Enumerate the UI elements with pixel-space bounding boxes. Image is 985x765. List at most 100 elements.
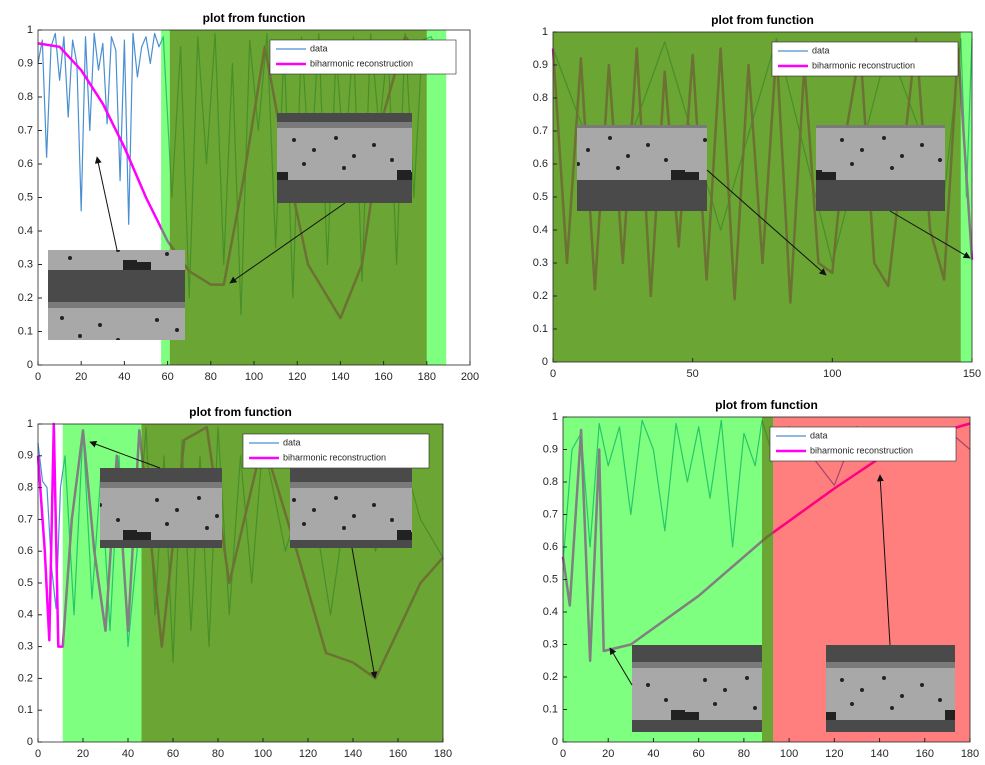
y-tick-label: 0.8 [18,91,33,103]
y-tick-label: 0.1 [533,323,548,335]
thumbnail [100,468,222,548]
x-tick-label: 20 [75,371,87,383]
x-tick-label: 180 [434,748,452,760]
chart-title: plot from function [711,13,814,27]
y-tick-label: 0.9 [533,59,548,71]
y-tick-label: 0.6 [543,541,558,553]
y-tick-label: 0.8 [533,92,548,104]
y-tick-label: 0.1 [18,325,33,337]
y-tick-label: 0.6 [18,158,33,170]
legend-label: data [310,43,328,53]
x-tick-label: 80 [738,748,750,760]
y-tick-label: 1 [27,418,33,430]
arrow [89,440,161,469]
x-tick-label: 80 [212,748,224,760]
arrow [351,547,378,679]
y-tick-label: 0.6 [18,545,33,557]
legend-label: data [810,430,828,440]
y-tick-label: 0.8 [543,476,558,488]
thumbnail [632,645,762,732]
y-tick-label: 0.1 [543,703,558,715]
x-tick-label: 60 [693,748,705,760]
x-tick-label: 60 [161,371,173,383]
arrow [706,169,827,276]
y-tick-label: 0 [552,736,558,748]
y-tick-label: 0.4 [18,609,33,621]
x-tick-label: 120 [825,748,843,760]
x-tick-label: 140 [331,371,349,383]
legend-label: biharmonic reconstruction [810,445,913,455]
y-tick-label: 0.5 [18,577,33,589]
region [161,30,170,365]
chart-title: plot from function [715,398,818,412]
legend-label: biharmonic reconstruction [310,58,413,68]
x-tick-label: 40 [647,748,659,760]
y-tick-label: 0 [27,359,33,371]
x-tick-label: 100 [823,368,841,380]
x-tick-label: 60 [167,748,179,760]
x-tick-label: 0 [560,748,566,760]
x-tick-label: 100 [780,748,798,760]
y-tick-label: 0.5 [543,573,558,585]
y-tick-label: 1 [27,24,33,36]
y-tick-label: 0.2 [18,672,33,684]
x-tick-label: 0 [35,748,41,760]
arrows [89,156,971,686]
arrow [876,474,891,646]
legend-box [771,41,959,77]
legend-label: data [812,45,830,55]
x-tick-label: 180 [418,371,436,383]
x-tick-label: 140 [870,748,888,760]
thumbnail [290,468,412,548]
x-tick-label: 80 [205,371,217,383]
legend-label: data [283,437,301,447]
y-tick-label: 0.3 [533,257,548,269]
region [761,417,774,742]
y-tick-label: 0.7 [543,508,558,520]
y-tick-label: 0.4 [18,225,33,237]
x-tick-label: 120 [299,748,317,760]
x-tick-label: 180 [961,748,979,760]
y-tick-label: 0.3 [543,638,558,650]
y-tick-label: 0.7 [533,125,548,137]
x-tick-label: 120 [288,371,306,383]
x-tick-label: 140 [344,748,362,760]
x-tick-label: 160 [389,748,407,760]
legend-box [769,426,957,462]
x-tick-label: 0 [550,368,556,380]
y-tick-label: 0.7 [18,513,33,525]
thumbnail [277,113,412,203]
x-tick-label: 0 [35,371,41,383]
x-tick-label: 40 [118,371,130,383]
y-tick-label: 0.3 [18,258,33,270]
y-tick-label: 0.4 [533,224,548,236]
legend-box [242,433,430,469]
y-tick-label: 0.2 [18,292,33,304]
legend-label: biharmonic reconstruction [283,452,386,462]
y-tick-label: 0.5 [533,191,548,203]
y-tick-label: 0.4 [543,606,558,618]
region [960,32,972,362]
arrow [229,202,346,284]
x-tick-label: 100 [245,371,263,383]
arrow [609,647,633,686]
y-tick-label: 0.9 [18,450,33,462]
y-tick-label: 0 [542,356,548,368]
y-tick-label: 0.1 [18,704,33,716]
legend-label: biharmonic reconstruction [812,60,915,70]
y-tick-label: 0.6 [533,158,548,170]
y-tick-label: 0.7 [18,124,33,136]
chart-title: plot from function [189,405,292,419]
y-tick-label: 0.2 [543,671,558,683]
arrow [889,210,971,259]
thumbnail [48,250,185,340]
x-tick-label: 160 [916,748,934,760]
x-tick-label: 200 [461,371,479,383]
y-tick-label: 0.5 [18,191,33,203]
y-tick-label: 0 [27,736,33,748]
y-tick-label: 0.8 [18,482,33,494]
y-tick-label: 1 [552,411,558,423]
y-tick-label: 1 [542,26,548,38]
